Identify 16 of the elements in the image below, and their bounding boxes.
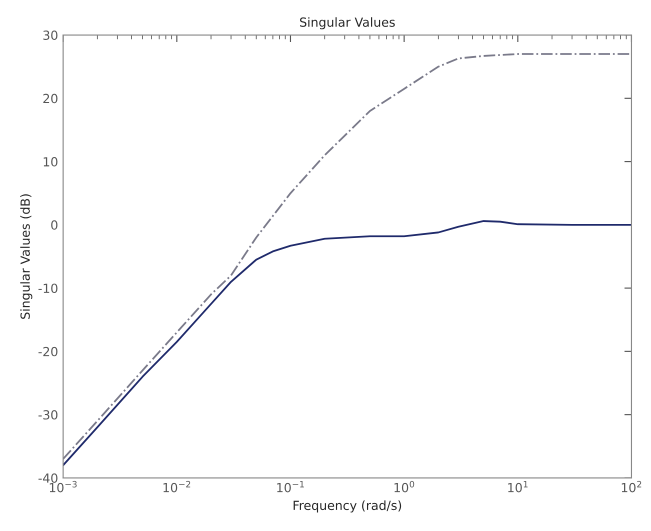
y-tick-label: 30 — [43, 30, 58, 40]
y-tick-label: -10 — [38, 284, 58, 294]
x-tick-label: 10$^{−2}$ — [163, 480, 190, 492]
x-tick-label: 10$^{2}$ — [622, 480, 642, 492]
y-tick-label: 10 — [44, 157, 58, 166]
chart-title: Singular Values — [300, 17, 395, 30]
y-tick-label: -40 — [38, 473, 58, 483]
x-tick-label: 10$^{−1}$ — [277, 481, 304, 492]
y-tick-label: 20 — [43, 94, 58, 104]
y-tick-label: -30 — [38, 410, 58, 420]
x-tick-label: 10$^{0}$ — [394, 480, 414, 492]
x-axis-title: Frequency (rad/s) — [294, 500, 402, 513]
y-tick-label: -20 — [38, 346, 58, 356]
x-tick-label: 10$^{1}$ — [508, 481, 528, 492]
y-axis-title: Singular Values (dB) — [20, 194, 32, 319]
y-tick-label: 0 — [51, 220, 58, 230]
